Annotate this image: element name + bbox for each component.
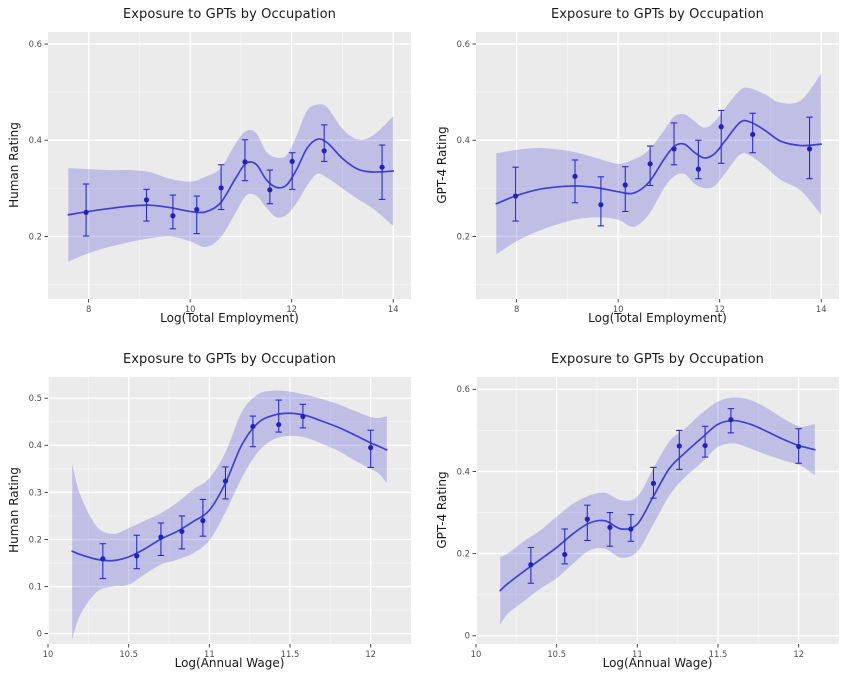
plot-background bbox=[476, 377, 839, 644]
chart-title: Exposure to GPTs by Occupation bbox=[550, 352, 765, 367]
svg-text:12: 12 bbox=[793, 649, 804, 659]
svg-text:10: 10 bbox=[471, 649, 482, 659]
y-axis-label: Human Rating bbox=[7, 122, 21, 208]
svg-text:12: 12 bbox=[714, 304, 725, 314]
confidence-band bbox=[500, 397, 815, 625]
gridlines-minor bbox=[476, 377, 839, 644]
y-axis-label: Human Rating bbox=[7, 467, 21, 553]
svg-text:11: 11 bbox=[204, 649, 215, 659]
svg-text:0.1: 0.1 bbox=[29, 581, 42, 591]
gridlines-minor bbox=[48, 377, 411, 644]
data-points bbox=[100, 413, 374, 562]
x-axis: 10 10.5 11 11.5 12 bbox=[43, 644, 376, 659]
svg-text:10.5: 10.5 bbox=[119, 649, 138, 659]
x-axis: 10 10.5 11 11.5 12 bbox=[471, 644, 804, 659]
svg-text:14: 14 bbox=[388, 304, 399, 314]
svg-text:0.4: 0.4 bbox=[457, 466, 470, 476]
x-axis-label: Log(Total Employment) bbox=[160, 311, 299, 325]
panel-human-rating-vs-log-annual-wage: 10 10.5 11 11.5 12 0 0.1 0.2 0.3 0.4 0.5 Exposure … bbox=[0, 345, 427, 690]
trend-line bbox=[499, 419, 816, 592]
svg-text:12: 12 bbox=[365, 649, 376, 659]
gridlines-major bbox=[475, 377, 839, 644]
chart-title: Exposure to GPTs by Occupation bbox=[122, 7, 337, 22]
svg-text:0.6: 0.6 bbox=[457, 39, 470, 49]
svg-text:12: 12 bbox=[286, 304, 297, 314]
svg-text:10: 10 bbox=[185, 304, 196, 314]
confidence-band bbox=[72, 390, 387, 640]
chart-title: Exposure to GPTs by Occupation bbox=[550, 7, 765, 22]
gridlines-major bbox=[47, 377, 411, 644]
chart-canvas: 8 10 12 14 0.2 0.4 0.6 bbox=[457, 32, 839, 314]
gridlines-minor bbox=[48, 32, 411, 299]
svg-text:11.5: 11.5 bbox=[709, 649, 728, 659]
svg-text:10.5: 10.5 bbox=[547, 649, 566, 659]
panel-gpt4-rating-vs-log-annual-wage: 10 10.5 11 11.5 12 0 0.2 0.4 0.6 Exposure to GPT… bbox=[428, 345, 855, 690]
panel-gpt4-rating-vs-log-total-employment: 8 10 12 14 0.2 0.4 0.6 Exposure to GPTs by Occ… bbox=[428, 0, 855, 345]
x-axis: 8 10 12 14 bbox=[514, 299, 827, 314]
x-axis: 8 10 12 14 bbox=[86, 299, 399, 314]
trend-line bbox=[71, 412, 388, 562]
chart-canvas: 8 10 12 14 0.2 0.4 0.6 bbox=[29, 32, 411, 314]
gridlines-minor bbox=[476, 32, 839, 299]
svg-text:0.2: 0.2 bbox=[457, 231, 470, 241]
confidence-band bbox=[68, 104, 394, 262]
svg-text:0.2: 0.2 bbox=[29, 231, 42, 241]
gridlines-major bbox=[48, 32, 411, 299]
y-axis-label: GPT-4 Rating bbox=[435, 126, 449, 204]
svg-text:0: 0 bbox=[37, 629, 42, 639]
svg-text:0.2: 0.2 bbox=[29, 534, 42, 544]
svg-text:0.4: 0.4 bbox=[29, 440, 42, 450]
x-axis-label: Log(Annual Wage) bbox=[602, 656, 713, 670]
svg-text:0.6: 0.6 bbox=[29, 39, 42, 49]
svg-text:0.6: 0.6 bbox=[457, 384, 470, 394]
svg-text:0: 0 bbox=[465, 631, 470, 641]
svg-text:0.3: 0.3 bbox=[29, 487, 42, 497]
y-axis: 0.2 0.4 0.6 bbox=[457, 39, 476, 241]
data-points bbox=[83, 148, 385, 219]
x-axis-label: Log(Total Employment) bbox=[588, 311, 727, 325]
svg-text:0.5: 0.5 bbox=[29, 393, 42, 403]
svg-text:11: 11 bbox=[632, 649, 643, 659]
confidence-band bbox=[496, 73, 822, 255]
chart-title: Exposure to GPTs by Occupation bbox=[122, 352, 337, 367]
svg-text:10: 10 bbox=[43, 649, 54, 659]
trend-line bbox=[495, 119, 823, 205]
trend-line bbox=[67, 138, 395, 216]
y-axis: 0.2 0.4 0.6 bbox=[29, 39, 48, 241]
y-axis: 0 0.1 0.2 0.3 0.4 0.5 bbox=[29, 393, 48, 639]
svg-text:0.4: 0.4 bbox=[29, 135, 42, 145]
chart-canvas: 10 10.5 11 11.5 12 0 0.1 0.2 0.3 0.4 0.5 bbox=[29, 377, 411, 659]
svg-text:11.5: 11.5 bbox=[281, 649, 300, 659]
svg-text:0.4: 0.4 bbox=[457, 135, 470, 145]
y-axis: 0 0.2 0.4 0.6 bbox=[457, 384, 476, 641]
chart-canvas: 10 10.5 11 11.5 12 0 0.2 0.4 0.6 bbox=[457, 377, 839, 659]
y-axis-label: GPT-4 Rating bbox=[435, 471, 449, 549]
plot-background bbox=[476, 32, 839, 299]
gridlines-major bbox=[476, 32, 839, 299]
data-points bbox=[528, 417, 802, 568]
data-points bbox=[513, 124, 813, 208]
svg-text:10: 10 bbox=[613, 304, 624, 314]
svg-text:0.2: 0.2 bbox=[457, 549, 470, 559]
x-axis-label: Log(Annual Wage) bbox=[174, 656, 285, 670]
svg-text:14: 14 bbox=[816, 304, 827, 314]
svg-text:8: 8 bbox=[86, 304, 91, 314]
panel-human-rating-vs-log-total-employment: 8 10 12 14 0.2 0.4 0.6 Exposure to GPTs by Occ… bbox=[0, 0, 427, 345]
svg-text:8: 8 bbox=[514, 304, 519, 314]
